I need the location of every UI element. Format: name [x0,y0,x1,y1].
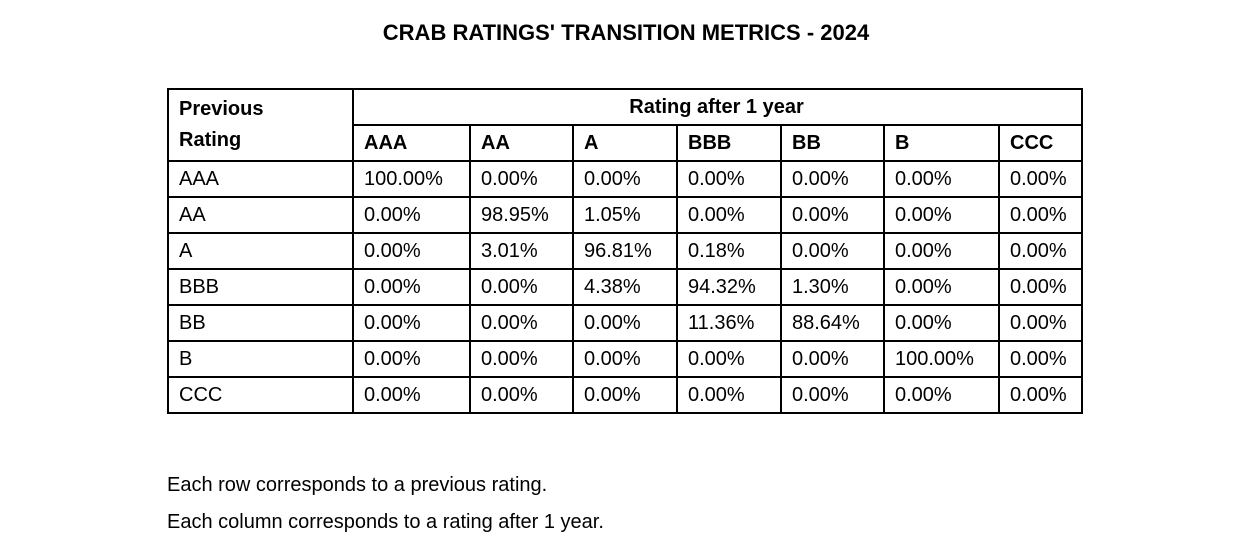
matrix-cell: 0.00% [469,376,574,414]
row-label-aaa: AAA [167,160,354,198]
matrix-cell: 3.01% [469,232,574,270]
matrix-cell: 0.00% [883,160,1000,198]
matrix-cell: 0.00% [883,304,1000,342]
matrix-cell: 100.00% [883,340,1000,378]
header-row-columns: AAA AA A BBB BB B CCC [168,124,1084,162]
column-header-bb: BB [780,124,885,162]
table-row: AA 0.00% 98.95% 1.05% 0.00% 0.00% 0.00% … [167,196,1084,234]
matrix-cell: 11.36% [676,304,782,342]
matrix-cell: 0.00% [883,268,1000,306]
matrix-cell: 0.00% [997,376,1084,414]
matrix-cell: 0.00% [780,376,885,414]
previous-rating-header: Previous Rating [167,88,354,162]
table-row: BBB 0.00% 0.00% 4.38% 94.32% 1.30% 0.00%… [167,268,1084,306]
note-row-explanation: Each row corresponds to a previous ratin… [167,474,548,496]
matrix-cell: 0.00% [883,196,1000,234]
matrix-cell: 0.00% [352,232,471,270]
row-label-a: A [167,232,354,270]
table-row: B 0.00% 0.00% 0.00% 0.00% 0.00% 100.00% … [167,340,1084,378]
matrix-cell: 88.64% [780,304,885,342]
matrix-cell: 0.00% [780,340,885,378]
matrix-cell: 0.00% [572,304,678,342]
matrix-cell: 0.00% [780,160,885,198]
row-label-ccc: CCC [167,376,354,414]
column-header-aaa: AAA [352,124,471,162]
column-header-aa: AA [469,124,574,162]
notes: Each row corresponds to a previous ratin… [167,467,604,541]
header-row-span: Previous Rating Rating after 1 year [167,88,1084,162]
matrix-cell: 0.00% [352,196,471,234]
matrix-cell: 1.05% [572,196,678,234]
matrix-cell: 0.00% [780,232,885,270]
matrix-cell: 0.00% [997,196,1084,234]
table-row: A 0.00% 3.01% 96.81% 0.18% 0.00% 0.00% 0… [167,232,1084,270]
table-row: CCC 0.00% 0.00% 0.00% 0.00% 0.00% 0.00% … [167,376,1084,414]
matrix-cell: 0.00% [997,160,1084,198]
previous-rating-header-line2: Rating [179,129,242,151]
table-row: AAA 100.00% 0.00% 0.00% 0.00% 0.00% 0.00… [167,160,1084,198]
row-label-bbb: BBB [167,268,354,306]
matrix-cell: 0.00% [572,160,678,198]
matrix-cell: 0.00% [676,196,782,234]
note-column-explanation: Each column corresponds to a rating afte… [167,511,604,533]
matrix-cell: 0.00% [997,268,1084,306]
matrix-cell: 96.81% [572,232,678,270]
matrix-cell: 0.00% [352,376,471,414]
column-header-bbb: BBB [676,124,782,162]
matrix-cell: 0.00% [676,376,782,414]
table-row: BB 0.00% 0.00% 0.00% 11.36% 88.64% 0.00%… [167,304,1084,342]
row-label-b: B [167,340,354,378]
row-label-bb: BB [167,304,354,342]
matrix-cell: 0.00% [997,340,1084,378]
rating-after-1-year-header: Rating after 1 year [351,88,1084,126]
matrix-cell: 98.95% [469,196,574,234]
page-title: CRAB RATINGS' TRANSITION METRICS - 2024 [382,20,870,45]
matrix-cell: 0.00% [676,340,782,378]
column-header-b: B [883,124,1000,162]
matrix-cell: 0.00% [469,268,574,306]
matrix-cell: 0.18% [676,232,782,270]
matrix-cell: 100.00% [352,160,471,198]
matrix-cell: 0.00% [572,340,678,378]
matrix-cell: 0.00% [352,304,471,342]
previous-rating-header-line1: Previous [179,98,264,120]
matrix-cell: 0.00% [469,304,574,342]
matrix-cell: 0.00% [997,232,1084,270]
row-label-aa: AA [167,196,354,234]
matrix-cell: 0.00% [883,232,1000,270]
matrix-cell: 0.00% [780,196,885,234]
column-header-ccc: CCC [997,124,1084,162]
matrix-cell: 0.00% [572,376,678,414]
matrix-cell: 0.00% [883,376,1000,414]
matrix-cell: 1.30% [780,268,885,306]
matrix-cell: 0.00% [676,160,782,198]
matrix-cell: 0.00% [352,268,471,306]
transition-matrix-table: Previous Rating Rating after 1 year AAA … [167,88,1084,414]
matrix-cell: 0.00% [352,340,471,378]
matrix-cell: 4.38% [572,268,678,306]
column-header-a: A [572,124,678,162]
matrix-cell: 0.00% [469,340,574,378]
matrix-cell: 94.32% [676,268,782,306]
matrix-cell: 0.00% [997,304,1084,342]
matrix-cell: 0.00% [469,160,574,198]
